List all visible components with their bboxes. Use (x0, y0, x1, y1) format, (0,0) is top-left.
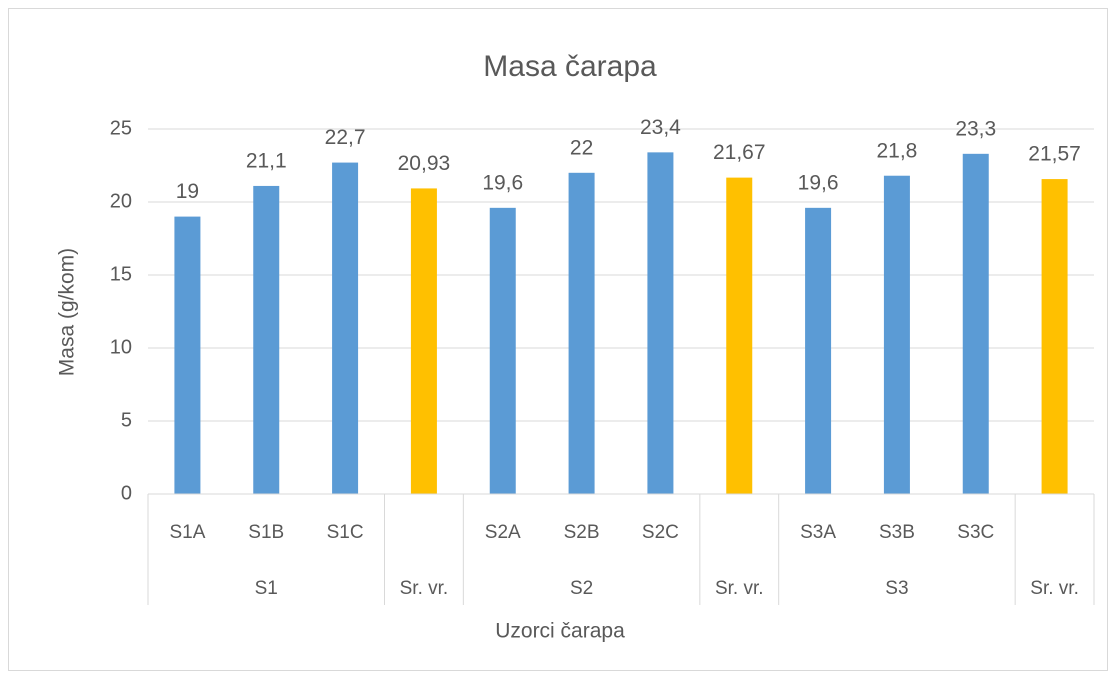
bar (568, 172, 595, 495)
value-label: 21,67 (713, 141, 766, 164)
bar (647, 152, 674, 495)
group-label: Sr. vr. (400, 578, 449, 599)
x-tick-label: S1C (327, 522, 364, 543)
value-label: 19,6 (798, 171, 839, 194)
x-tick-label: S3C (957, 522, 994, 543)
x-tick-label: S2B (564, 522, 600, 543)
group-label: S3 (885, 578, 908, 599)
value-label: 19,6 (482, 171, 523, 194)
x-tick-label: S2A (485, 522, 521, 543)
group-label: S1 (255, 578, 278, 599)
value-label: 21,57 (1028, 143, 1081, 166)
value-label: 22,7 (325, 126, 366, 149)
y-tick-label: 10 (110, 336, 132, 358)
value-label: 21,8 (876, 139, 917, 162)
bar (805, 207, 832, 494)
value-label: 23,4 (640, 116, 681, 139)
x-tick-label: S1B (248, 522, 284, 543)
bar (962, 153, 989, 494)
x-tick-label: S2C (642, 522, 679, 543)
y-tick-label: 0 (121, 482, 132, 504)
bar (1041, 179, 1068, 494)
group-label: S2 (570, 578, 593, 599)
y-tick-label: 25 (110, 117, 132, 139)
bar (410, 188, 437, 494)
bar (332, 162, 359, 494)
x-tick-label: S3A (800, 522, 836, 543)
bar (883, 175, 910, 494)
group-label: Sr. vr. (1030, 578, 1079, 599)
chart-title: Masa čarapa (483, 50, 657, 83)
x-tick-label: S3B (879, 522, 915, 543)
value-label: 21,1 (246, 149, 287, 172)
value-label: 19 (176, 180, 199, 203)
chart-border (8, 8, 1108, 671)
bar (489, 207, 516, 494)
value-label: 20,93 (398, 152, 451, 175)
bar (726, 177, 753, 495)
y-tick-label: 15 (110, 263, 132, 285)
x-tick-label: S1A (169, 522, 205, 543)
y-tick-label: 5 (121, 409, 132, 431)
value-label: 22 (570, 136, 593, 159)
y-tick-label: 20 (110, 190, 132, 212)
bar (174, 216, 201, 494)
bar (253, 185, 280, 494)
y-axis-label: Masa (g/kom) (56, 248, 79, 376)
group-label: Sr. vr. (715, 578, 764, 599)
x-axis-label: Uzorci čarapa (495, 620, 625, 643)
value-label: 23,3 (955, 117, 996, 140)
